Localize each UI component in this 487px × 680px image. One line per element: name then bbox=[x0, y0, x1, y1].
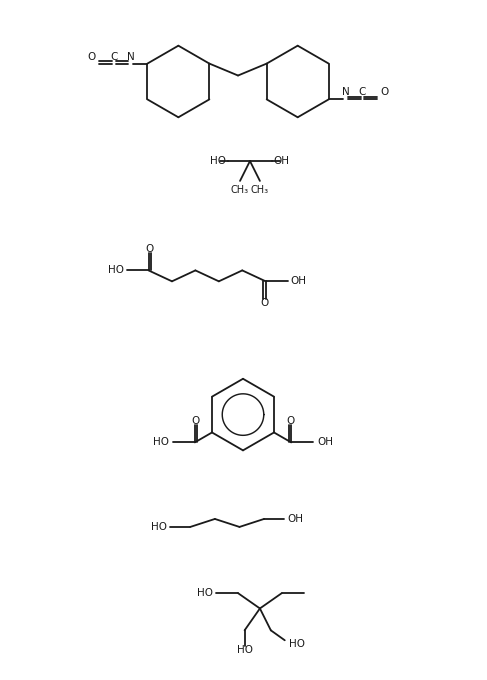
Text: HO: HO bbox=[237, 645, 253, 656]
Text: HO: HO bbox=[153, 437, 169, 447]
Text: O: O bbox=[88, 52, 96, 62]
Text: N: N bbox=[127, 52, 134, 62]
Text: HO: HO bbox=[151, 522, 168, 532]
Text: OH: OH bbox=[274, 156, 290, 166]
Text: C: C bbox=[359, 88, 366, 97]
Text: OH: OH bbox=[317, 437, 333, 447]
Text: N: N bbox=[342, 88, 350, 97]
Text: O: O bbox=[146, 243, 154, 254]
Text: OH: OH bbox=[287, 514, 303, 524]
Text: O: O bbox=[380, 88, 389, 97]
Text: O: O bbox=[286, 415, 294, 426]
Text: CH₃: CH₃ bbox=[251, 185, 269, 195]
Text: C: C bbox=[110, 52, 117, 62]
Text: HO: HO bbox=[197, 588, 213, 598]
Text: HO: HO bbox=[108, 265, 124, 275]
Text: OH: OH bbox=[291, 276, 306, 286]
Text: HO: HO bbox=[210, 156, 226, 166]
Text: O: O bbox=[192, 415, 200, 426]
Text: HO: HO bbox=[289, 639, 305, 649]
Text: CH₃: CH₃ bbox=[231, 185, 249, 195]
Text: O: O bbox=[261, 299, 269, 308]
